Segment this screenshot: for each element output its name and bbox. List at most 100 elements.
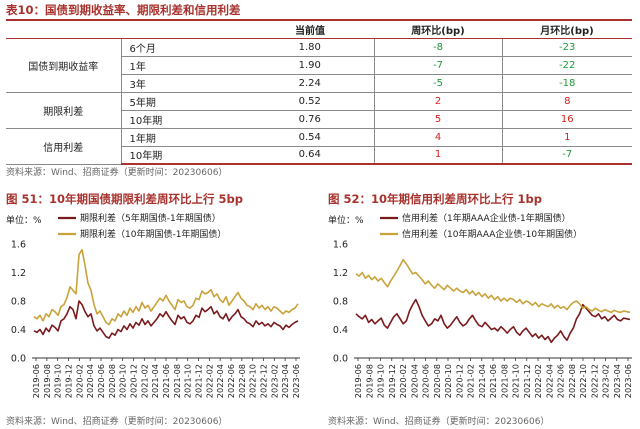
x-tick-label: 2022-10: [578, 364, 588, 398]
table-row: 10年期 0.64 1 -7: [6, 146, 632, 165]
x-tick-label: 2022-02: [204, 364, 214, 398]
x-tick-label: 2021-02: [139, 364, 149, 398]
x-tick-label: 2019-06: [353, 364, 363, 398]
row-current-value: 0.76: [246, 110, 375, 129]
table-header-row: 当前值 周环比(bp) 月环比(bp): [6, 19, 632, 39]
header-term: [121, 19, 246, 39]
legend-label: 信用利差（10年期AAA企业债-10年期国债）: [402, 228, 582, 240]
header-current-value: 当前值: [246, 19, 374, 39]
x-tick-label: 2022-06: [556, 364, 566, 398]
x-tick-label: 2022-12: [259, 364, 269, 398]
table-source: 资料来源：Wind、招商证券（更新时间：20230606）: [6, 168, 228, 178]
x-tick-label: 2021-12: [194, 364, 204, 398]
row-current-value: 1.80: [246, 38, 375, 57]
row-term: 10年期: [121, 146, 246, 165]
x-tick-label: 2019-12: [387, 364, 397, 398]
x-tick-label: 2020-08: [432, 364, 442, 398]
row-week-change: 2: [374, 92, 503, 111]
row-week-change: -7: [374, 56, 503, 75]
table-caption: 表10：国债到期收益率、期限利差和信用利差: [6, 3, 241, 17]
x-tick-label: 2020-04: [409, 364, 419, 398]
table-row: 1年 1.90 -7 -22: [6, 56, 632, 75]
y-tick-label: 0.4: [11, 325, 26, 336]
series-line-0: [33, 300, 299, 339]
x-tick-label: 2021-08: [499, 364, 509, 398]
row-month-change: -18: [502, 74, 632, 93]
x-tick-label: 2023-02: [269, 364, 279, 398]
table-row: 3年 2.24 -5 -18: [6, 74, 632, 93]
x-tick-label: 2023-04: [612, 364, 622, 398]
x-tick-label: 2022-02: [533, 364, 543, 398]
row-month-change: -23: [502, 38, 632, 57]
x-tick-label: 2021-06: [488, 364, 498, 398]
y-tick-label: 0.0: [11, 354, 26, 365]
x-tick-label: 2021-10: [183, 364, 193, 398]
chart-51-source: 资料来源：Wind、招商证券（更新时间：20230606）: [6, 417, 228, 427]
row-week-change: 5: [374, 110, 503, 129]
row-current-value: 0.64: [246, 146, 375, 165]
chart-52: 单位：% 信用利差（1年期AAA企业债-1年期国债） 信用利差（10年期AAA企业债…: [328, 212, 633, 398]
table-row: 国债到期收益率 6个月 1.80 -8 -23: [6, 38, 632, 93]
row-term: 1年: [121, 56, 246, 75]
row-month-change: -7: [502, 146, 632, 165]
x-tick-label: 2019-08: [364, 364, 374, 398]
row-week-change: 1: [374, 146, 503, 165]
legend-label: 信用利差（1年期AAA企业债-1年期国债）: [402, 212, 571, 224]
row-group-label: 信用利差: [6, 128, 122, 165]
x-tick-label: 2021-06: [161, 364, 171, 398]
y-tick-label: 0.4: [333, 325, 348, 336]
x-tick-label: 2023-04: [280, 364, 290, 398]
header-month-change: 月环比(bp): [502, 19, 632, 39]
row-current-value: 1.90: [246, 56, 375, 75]
x-tick-label: 2021-08: [172, 364, 182, 398]
row-current-value: 0.54: [246, 128, 375, 147]
unit-label: 单位：%: [328, 214, 364, 226]
x-tick-label: 2021-10: [511, 364, 521, 398]
series-line-1: [33, 248, 299, 326]
y-tick-label: 0.0: [333, 354, 348, 365]
unit-label: 单位：%: [6, 214, 42, 226]
y-tick-label: 1.2: [333, 268, 348, 279]
row-month-change: 16: [502, 110, 632, 129]
x-tick-label: 2020-04: [85, 364, 95, 398]
x-tick-label: 2020-06: [96, 364, 106, 398]
x-tick-label: 2022-04: [544, 364, 554, 398]
x-tick-label: 2020-02: [398, 364, 408, 398]
row-week-change: -8: [374, 38, 503, 57]
x-tick-label: 2022-04: [215, 364, 225, 398]
y-tick-label: 1.6: [11, 240, 26, 251]
x-tick-label: 2020-10: [118, 364, 128, 398]
x-tick-label: 2019-08: [42, 364, 52, 398]
row-term: 10年期: [121, 110, 246, 129]
row-group-label: 期限利差: [6, 92, 122, 129]
x-tick-label: 2023-06: [291, 364, 301, 398]
yield-spread-table: 当前值 周环比(bp) 月环比(bp) 国债到期收益率 6个月 1.80 -8 -23 1…: [6, 19, 632, 165]
x-tick-label: 2019-10: [53, 364, 63, 398]
x-tick-label: 2020-10: [443, 364, 453, 398]
table-row: 10年期 0.76 5 16: [6, 110, 632, 129]
row-week-change: 4: [374, 128, 503, 147]
x-tick-label: 2022-10: [248, 364, 258, 398]
legend-label: 期限利差（5年期国债-1年期国债）: [80, 212, 221, 224]
chart-51: 单位：% 期限利差（5年期国债-1年期国债） 期限利差（10年期国债-1年期国债） 0…: [6, 212, 301, 398]
x-tick-label: 2022-08: [237, 364, 247, 398]
row-term: 3年: [121, 74, 246, 93]
x-tick-label: 2020-08: [107, 364, 117, 398]
x-tick-label: 2021-02: [466, 364, 476, 398]
row-group-label: 国债到期收益率: [6, 38, 122, 93]
x-tick-label: 2021-12: [522, 364, 532, 398]
x-tick-label: 2023-02: [601, 364, 611, 398]
chart-52-title: 图 52：10年期信用利差周环比上行 1bp: [328, 192, 542, 206]
x-tick-label: 2021-04: [150, 364, 160, 398]
x-tick-label: 2022-12: [589, 364, 599, 398]
x-tick-label: 2019-10: [376, 364, 386, 398]
series-line-1: [355, 258, 631, 314]
x-tick-label: 2019-06: [31, 364, 41, 398]
y-tick-label: 1.6: [333, 240, 348, 251]
legend-label: 期限利差（10年期国债-1年期国债）: [80, 228, 226, 240]
row-current-value: 0.52: [246, 92, 375, 111]
row-current-value: 2.24: [246, 74, 375, 93]
row-week-change: -5: [374, 74, 503, 93]
series-line-0: [355, 298, 631, 344]
row-term: 5年期: [121, 92, 246, 111]
